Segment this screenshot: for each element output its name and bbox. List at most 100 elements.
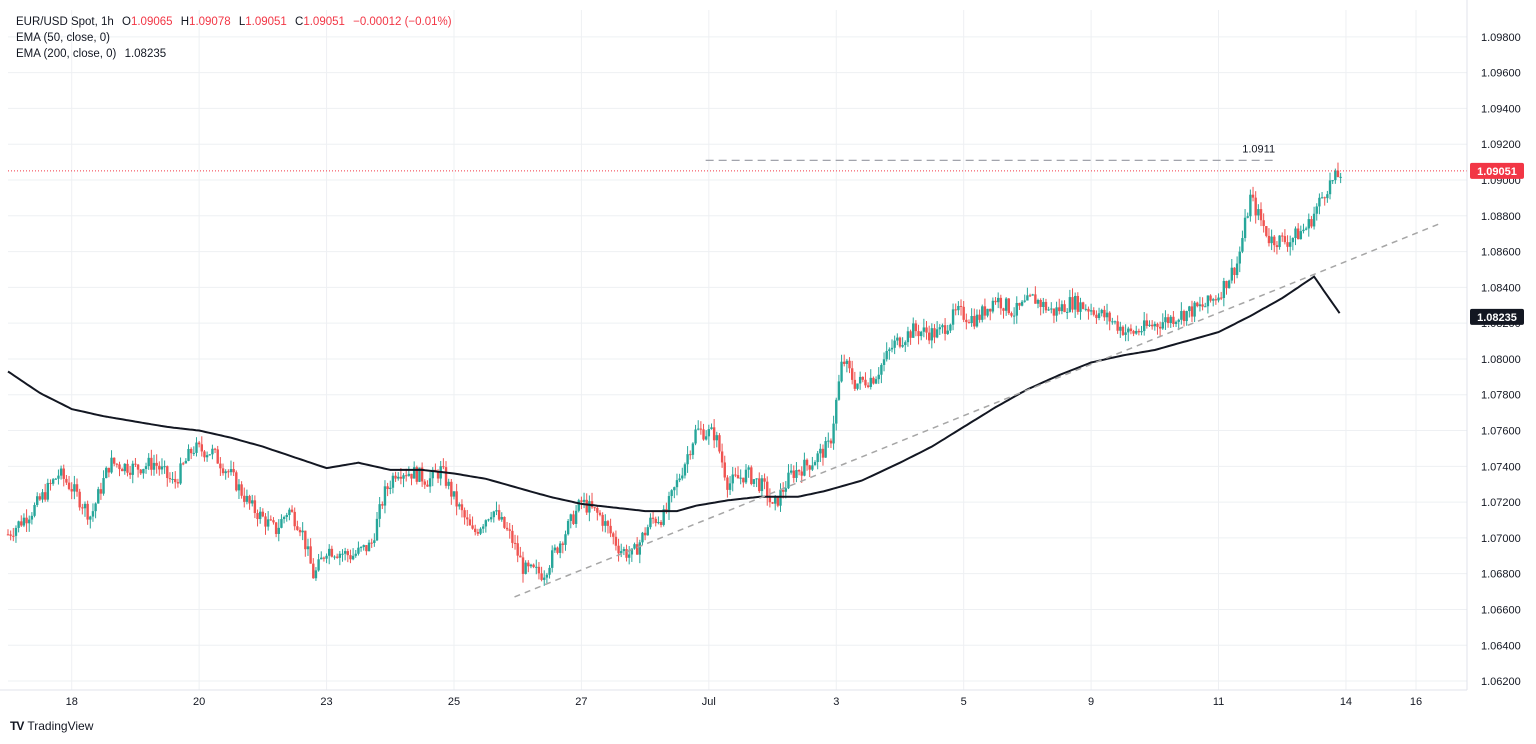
candle-up <box>1235 263 1239 275</box>
candle-up <box>646 527 649 536</box>
candle-down <box>1010 313 1013 316</box>
candle-down <box>1018 302 1021 306</box>
candle-down <box>1137 330 1141 333</box>
candle-down <box>843 361 846 364</box>
candle-down <box>519 555 522 558</box>
y-tick-label: 1.09200 <box>1481 139 1521 151</box>
candle-down <box>537 566 541 574</box>
candle-down <box>49 482 52 484</box>
symbol-label[interactable]: EUR/USD Spot, 1h <box>16 16 114 28</box>
candle-up <box>1222 280 1226 298</box>
chart-axes: 1.06200 1.06400 1.06600 1.06800 1.07000 1.072… <box>0 0 1524 708</box>
y-tick-label: 1.06800 <box>1481 569 1521 581</box>
candle-up <box>325 555 328 559</box>
candle-down <box>168 478 172 480</box>
candle-up <box>1243 217 1247 239</box>
candle-down <box>702 429 705 440</box>
candle-down <box>420 467 424 482</box>
candle-down <box>898 337 902 347</box>
ema50-row[interactable]: EMA (50, close, 0) <box>16 30 452 46</box>
candle-up <box>784 488 788 492</box>
candle-up <box>258 511 262 520</box>
candle-up <box>306 546 310 550</box>
candle-down <box>967 322 971 324</box>
candle-down <box>808 465 811 470</box>
ema200-row[interactable]: EMA (200, close, 0) 1.08235 <box>16 46 452 62</box>
candle-down <box>436 472 440 479</box>
tradingview-brand[interactable]: TV TradingView <box>10 719 93 733</box>
candle-up <box>1068 297 1072 312</box>
candle-up <box>1164 317 1167 323</box>
candle-down <box>1092 310 1095 315</box>
candle-down <box>978 314 981 320</box>
candle-down <box>1233 267 1236 275</box>
candle-down <box>797 470 801 472</box>
candle-down <box>158 465 161 470</box>
candle-up <box>1304 228 1308 230</box>
candle-up <box>152 462 156 470</box>
y-tick-label: 1.07800 <box>1481 390 1521 402</box>
candle-up <box>773 497 777 504</box>
candle-up <box>970 316 973 324</box>
x-tick-label: 11 <box>1213 696 1224 708</box>
candle-down <box>556 547 559 553</box>
candle-down <box>264 516 267 527</box>
candle-up <box>678 478 681 481</box>
candle-up <box>1079 302 1082 312</box>
candle-down <box>513 542 517 544</box>
candle-down <box>1103 309 1106 318</box>
candle-up <box>564 534 567 545</box>
candle-down <box>1273 236 1276 246</box>
candle-up <box>89 516 92 520</box>
candle-up <box>657 521 660 524</box>
candle-down <box>872 377 875 384</box>
candle-up <box>811 465 814 470</box>
candle-up <box>1326 194 1329 199</box>
candle-down <box>736 475 740 479</box>
x-tick-label: 3 <box>833 696 839 708</box>
ema200-label: EMA (200, close, 0) <box>16 48 117 60</box>
candle-up <box>46 482 50 500</box>
candle-up <box>941 325 944 328</box>
candle-up <box>1334 170 1337 181</box>
low-label: L <box>238 16 246 28</box>
candle-down <box>304 530 307 550</box>
candle-up <box>1161 322 1164 329</box>
candle-up <box>574 510 578 524</box>
candle-up <box>36 496 39 506</box>
candle-up <box>1169 316 1172 324</box>
candle-up <box>1047 309 1050 311</box>
candle-up <box>211 448 214 455</box>
candle-down <box>959 305 963 307</box>
y-tick-label: 1.09600 <box>1481 68 1521 80</box>
candle-up <box>638 542 642 555</box>
candle-down <box>197 442 201 445</box>
candle-up <box>83 503 87 509</box>
candle-up <box>314 570 318 579</box>
candle-up <box>1105 312 1109 318</box>
candle-up <box>447 481 450 486</box>
candle-up <box>160 466 164 470</box>
candle-up <box>1060 304 1064 312</box>
candle-down <box>726 477 729 490</box>
candle-up <box>1257 209 1260 216</box>
candle-up <box>110 457 113 473</box>
candle-down <box>107 467 111 473</box>
candle-up <box>195 442 198 453</box>
candle-up <box>1185 311 1188 322</box>
candle-down <box>1076 295 1080 312</box>
candle-down <box>1219 297 1223 299</box>
candle-down <box>750 467 753 484</box>
candle-up <box>858 376 862 384</box>
change-value: −0.00012 (−0.01%) <box>353 16 452 28</box>
x-tick-label: 27 <box>575 696 587 708</box>
candle-down <box>166 466 169 479</box>
candle-down <box>1286 242 1289 247</box>
candle-up <box>869 377 872 387</box>
candle-down <box>925 327 928 333</box>
candle-up <box>1031 294 1034 296</box>
candle-up <box>245 495 249 502</box>
candle-down <box>463 510 466 518</box>
candle-up <box>975 314 979 327</box>
